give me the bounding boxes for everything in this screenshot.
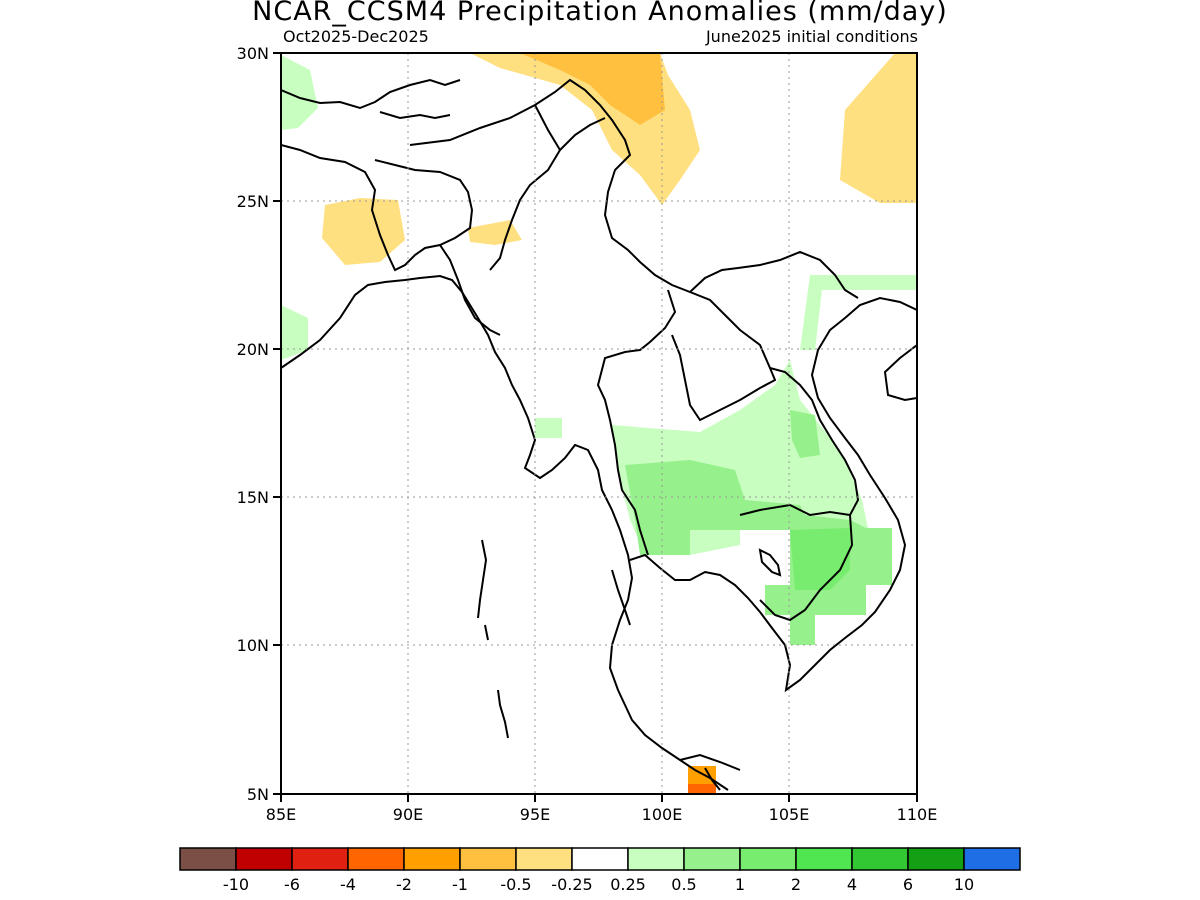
colorbar-swatch bbox=[683, 847, 741, 871]
colorbar-swatch bbox=[963, 847, 1021, 871]
border-myanmar-north bbox=[409, 78, 739, 294]
colorbar-swatch bbox=[459, 847, 517, 871]
wet-anomaly-vietnam-north bbox=[800, 275, 917, 350]
islands bbox=[477, 539, 782, 739]
colorbar-swatch bbox=[795, 847, 853, 871]
colorbar-label: 2 bbox=[791, 875, 801, 894]
tick-marks bbox=[273, 52, 918, 802]
colorbar-swatch bbox=[235, 847, 293, 871]
dry-anomaly-core bbox=[520, 53, 665, 125]
wet-anomaly-laos bbox=[790, 410, 820, 458]
border-india-myanmar bbox=[439, 244, 501, 336]
dry-gap-gulf bbox=[740, 530, 790, 585]
colorbar-label: 4 bbox=[847, 875, 857, 894]
colorbar-label: 10 bbox=[954, 875, 974, 894]
colorbar-swatch bbox=[347, 847, 405, 871]
dry-anomaly-patch bbox=[468, 220, 522, 245]
colorbar-swatch bbox=[627, 847, 685, 871]
colorbar-swatch bbox=[403, 847, 461, 871]
border-bhutan bbox=[379, 111, 451, 120]
dry-anomaly-ne bbox=[840, 53, 917, 203]
colorbar-swatch bbox=[907, 847, 965, 871]
wet-anomaly-nw bbox=[281, 55, 318, 130]
y-tick-labels: 30N 25N 20N 15N 10N 5N bbox=[237, 44, 269, 804]
colorbar-swatch bbox=[739, 847, 797, 871]
colorbar-label: -6 bbox=[284, 875, 300, 894]
border-thai-malay bbox=[679, 753, 741, 771]
colorbar-label: -1 bbox=[452, 875, 468, 894]
border-china-india-ne bbox=[559, 117, 606, 151]
colorbar-swatch bbox=[571, 847, 629, 871]
coastline-vietnam-north bbox=[883, 344, 917, 402]
colorbar-label: -10 bbox=[223, 875, 249, 894]
colorbar-label: -4 bbox=[340, 875, 356, 894]
forecast-period: Oct2025-Dec2025 bbox=[283, 27, 429, 46]
y-tick-label: 5N bbox=[247, 785, 269, 804]
border-laos-vietnam bbox=[769, 367, 860, 516]
colorbar-label: 0.5 bbox=[671, 875, 696, 894]
y-tick-label: 30N bbox=[237, 44, 269, 63]
colorbar-swatch bbox=[179, 847, 237, 871]
colorbar-swatch bbox=[291, 847, 349, 871]
colorbar-label: -0.25 bbox=[551, 875, 592, 894]
colorbar: -10 -6 -4 -2 -1 -0.5 -0.25 0.25 0.5 1 2 4 6 10 bbox=[179, 847, 1021, 894]
nicobar-islands bbox=[497, 689, 509, 739]
wet-anomaly-patch bbox=[535, 418, 562, 438]
initial-conditions: June2025 initial conditions bbox=[705, 27, 918, 46]
colorbar-label: -2 bbox=[396, 875, 412, 894]
colorbar-label: 0.25 bbox=[610, 875, 646, 894]
colorbar-label: -0.5 bbox=[500, 875, 531, 894]
y-tick-label: 25N bbox=[237, 192, 269, 211]
colorbar-boxes bbox=[179, 847, 1021, 871]
wet-anomaly-west bbox=[281, 305, 308, 360]
coastline-thailand-gulf bbox=[629, 296, 917, 693]
y-tick-label: 15N bbox=[237, 488, 269, 507]
colorbar-label: 6 bbox=[903, 875, 913, 894]
x-tick-label: 110E bbox=[897, 805, 938, 824]
colorbar-label: 1 bbox=[735, 875, 745, 894]
x-tick-label: 105E bbox=[769, 805, 810, 824]
border-china-myanmar bbox=[489, 104, 562, 271]
border-cambodia bbox=[739, 503, 854, 622]
dry-anomaly-south-core bbox=[688, 784, 716, 794]
anomaly-shading bbox=[281, 53, 917, 794]
andaman-islands-2 bbox=[484, 624, 489, 641]
x-tick-label: 100E bbox=[642, 805, 683, 824]
coast-malay-east bbox=[704, 767, 721, 791]
x-tick-label: 85E bbox=[266, 805, 296, 824]
dry-anomaly-bangladesh bbox=[322, 198, 405, 265]
lake-tonle-sap bbox=[758, 548, 782, 577]
andaman-islands bbox=[477, 539, 488, 619]
colorbar-swatch bbox=[515, 847, 573, 871]
border-laos-thailand bbox=[671, 291, 777, 422]
map-title: NCAR_CCSM4 Precipitation Anomalies (mm/d… bbox=[252, 0, 948, 27]
y-tick-label: 10N bbox=[237, 636, 269, 655]
x-tick-labels: 85E 90E 95E 100E 105E 110E bbox=[266, 805, 938, 824]
border-india-nepal bbox=[281, 78, 461, 110]
colorbar-swatch bbox=[851, 847, 909, 871]
border-myanmar-thailand bbox=[596, 289, 677, 556]
coastline-west bbox=[281, 274, 729, 791]
border-india-bangladesh bbox=[281, 144, 474, 272]
gridlines bbox=[281, 53, 917, 794]
border-china-laos bbox=[737, 250, 859, 299]
y-tick-label: 20N bbox=[237, 340, 269, 359]
coastlines-borders bbox=[281, 78, 917, 791]
x-tick-label: 95E bbox=[520, 805, 550, 824]
colorbar-labels: -10 -6 -4 -2 -1 -0.5 -0.25 0.25 0.5 1 2 4 6 10 bbox=[223, 875, 974, 894]
map-frame bbox=[280, 52, 918, 795]
mergui-archipelago bbox=[611, 569, 631, 626]
x-tick-label: 90E bbox=[393, 805, 423, 824]
